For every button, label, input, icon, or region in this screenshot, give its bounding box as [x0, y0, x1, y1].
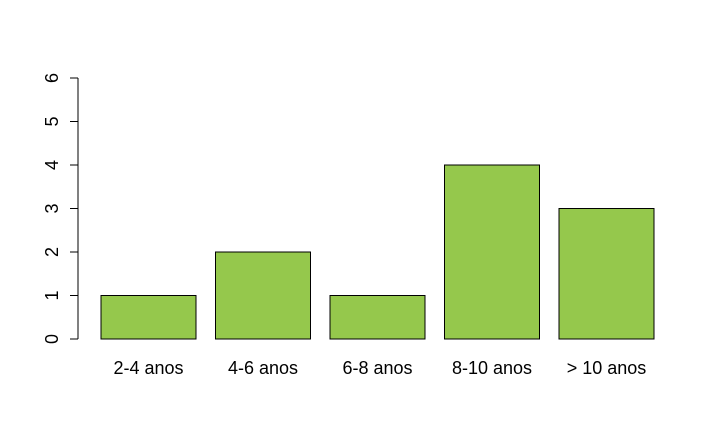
bar [444, 164, 540, 340]
bar [215, 251, 311, 340]
x-category-label: 2-4 anos [113, 358, 183, 378]
x-axis-labels: 2-4 anos 4-6 anos 6-8 anos 8-10 anos > 10 an… [113, 358, 646, 378]
y-tick-label: 4 [42, 160, 62, 170]
y-tick-label: 1 [42, 290, 62, 300]
x-category-label: > 10 anos [567, 358, 647, 378]
bars-group [100, 164, 655, 340]
y-axis: 0 1 2 3 4 5 6 [42, 73, 79, 344]
x-category-label: 8-10 anos [452, 358, 532, 378]
y-tick-label: 5 [42, 116, 62, 126]
y-tick-label: 6 [42, 73, 62, 83]
y-tick-label: 3 [42, 203, 62, 213]
bar [329, 295, 426, 340]
bar [100, 295, 197, 340]
x-category-label: 4-6 anos [228, 358, 298, 378]
x-category-label: 6-8 anos [342, 358, 412, 378]
bar [558, 208, 655, 340]
y-tick-label: 0 [42, 334, 62, 344]
y-tick-label: 2 [42, 247, 62, 257]
